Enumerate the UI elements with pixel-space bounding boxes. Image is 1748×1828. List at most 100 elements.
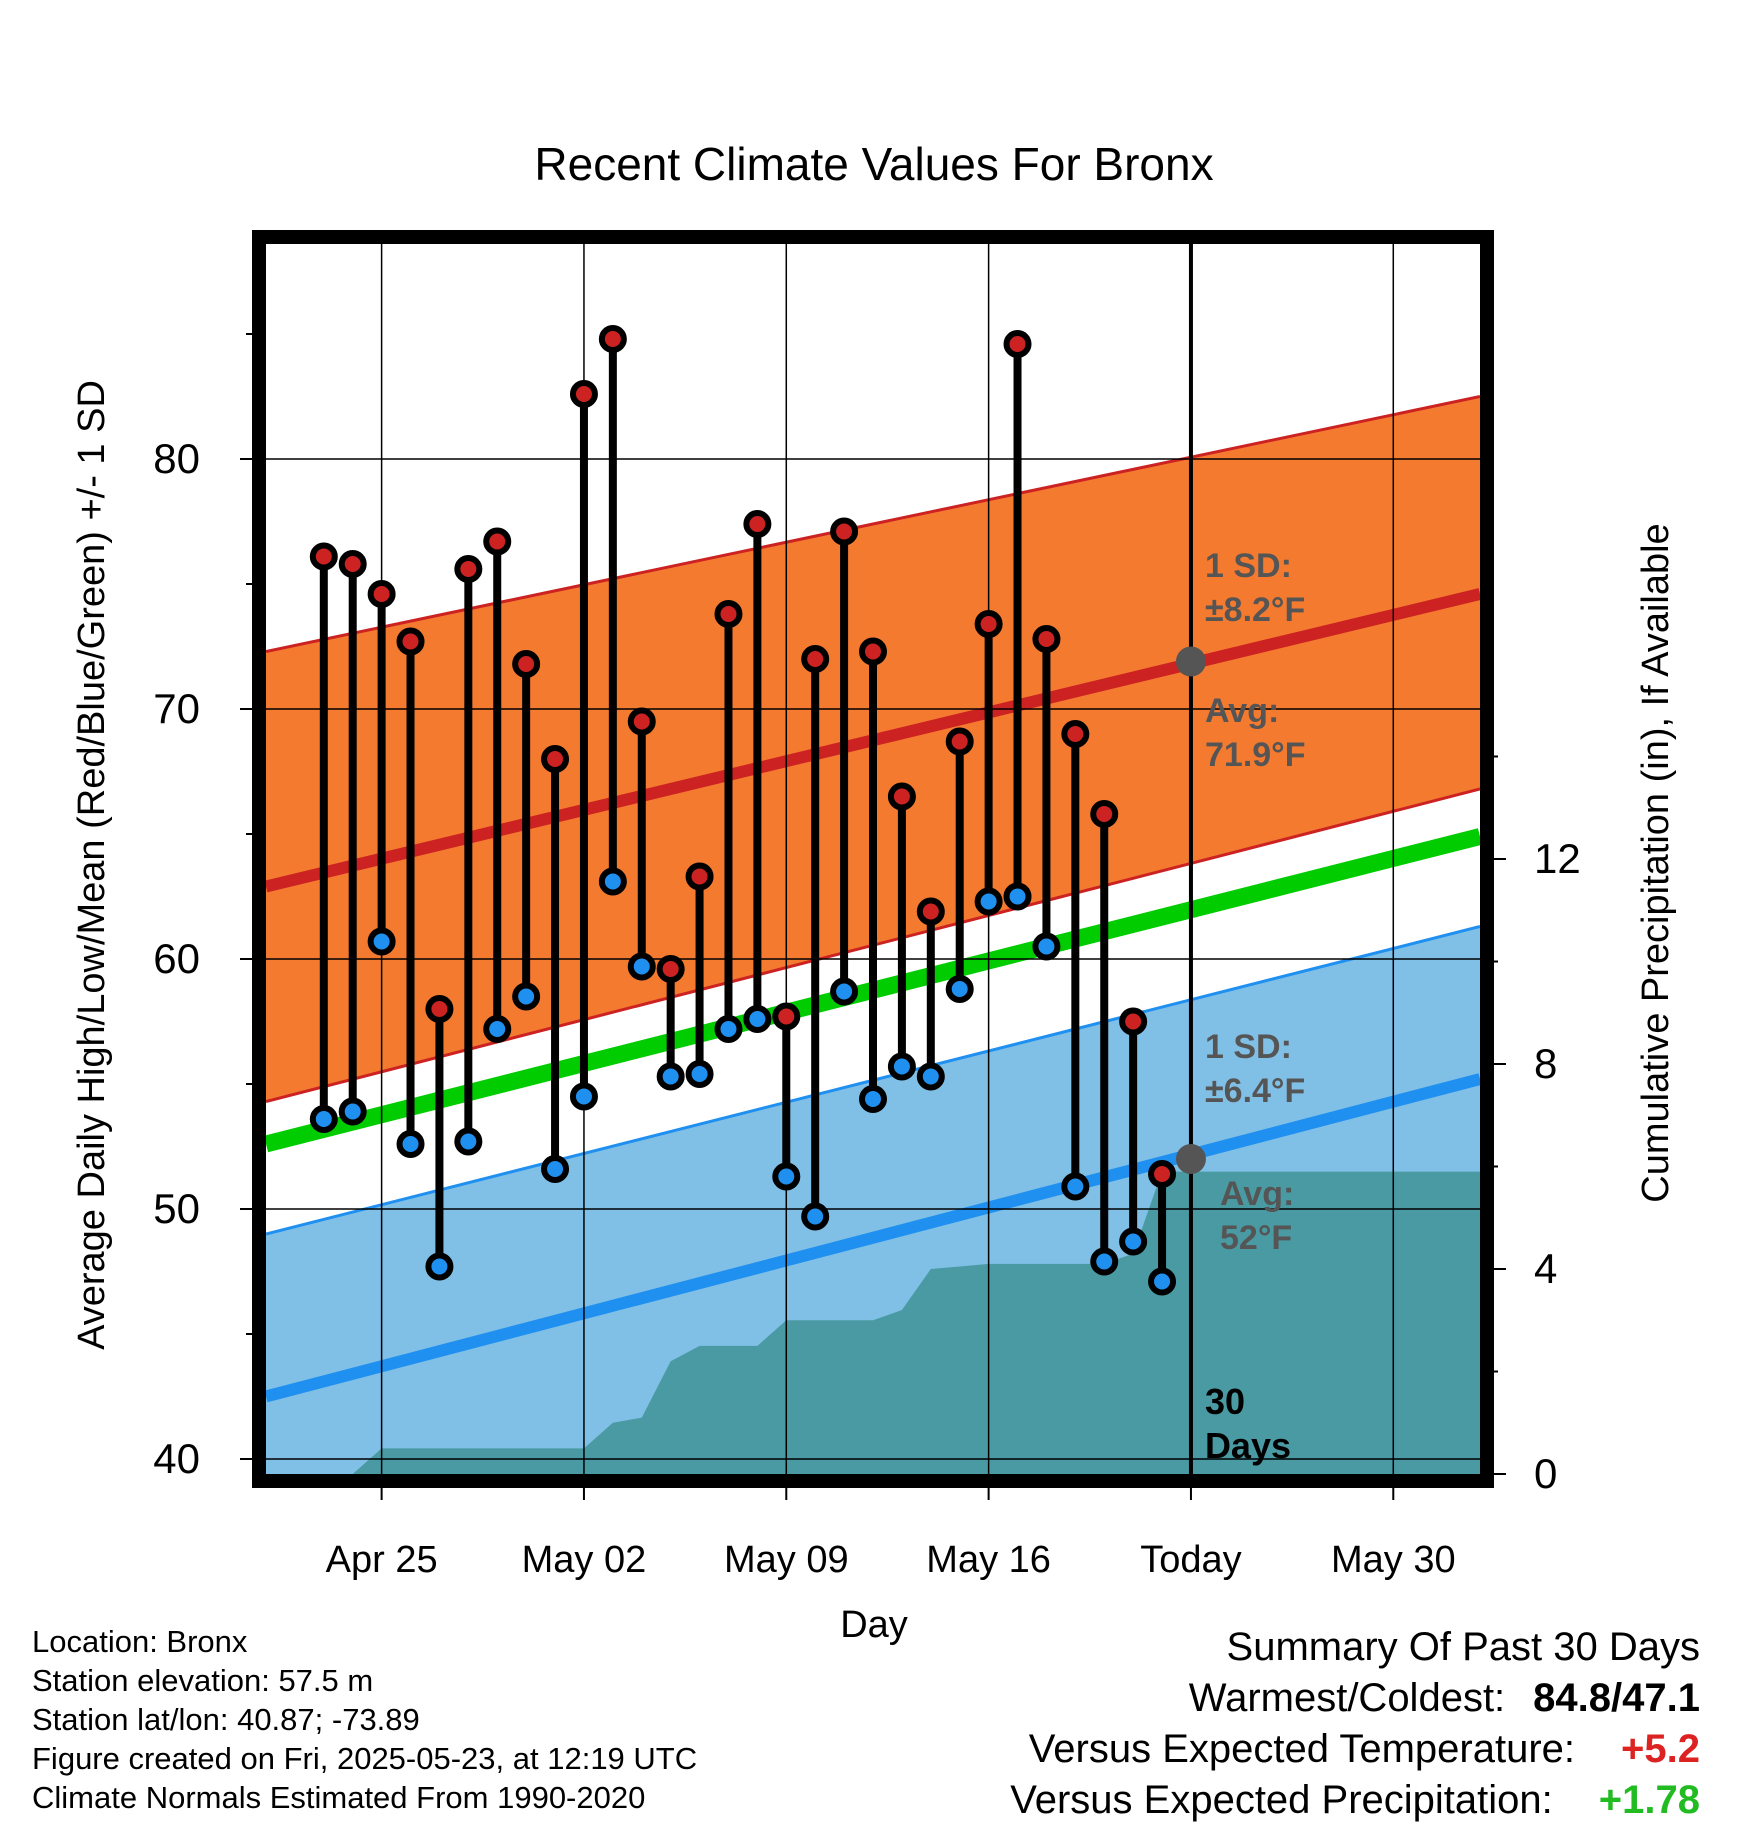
high-temp-point: [1119, 1007, 1148, 1036]
low-temp-point: [454, 1127, 483, 1156]
high-temp-point: [714, 600, 743, 628]
info-latlon: Station lat/lon: 40.87; -73.89: [32, 1702, 420, 1737]
y2-tick-label: 4: [1534, 1245, 1557, 1292]
low-avg-value: 52°F: [1220, 1219, 1292, 1257]
low-temp-point: [367, 927, 396, 956]
high-temp-point: [425, 995, 454, 1023]
low-temp-point: [887, 1052, 916, 1081]
high-temp-point: [367, 580, 396, 608]
x-tick-label: Today: [1140, 1539, 1241, 1581]
high-sd-label: 1 SD:: [1205, 547, 1292, 585]
info-elevation: Station elevation: 57.5 m: [32, 1663, 374, 1698]
high-temp-point: [512, 650, 541, 678]
x-tick-label: May 16: [926, 1539, 1051, 1581]
summary-panel: Summary Of Past 30 Days Warmest/Coldest:…: [1010, 1622, 1700, 1826]
high-temp-point: [569, 380, 598, 408]
low-temp-point: [1090, 1247, 1119, 1276]
low-temp-point: [1032, 932, 1061, 961]
plot-area: [266, 244, 1480, 1474]
low-temp-point: [656, 1062, 685, 1091]
chart-title: Recent Climate Values For Bronx: [534, 138, 1213, 190]
today-high-avg-marker: [1175, 646, 1206, 677]
high-sd-value: ±8.2°F: [1205, 591, 1305, 629]
high-temp-point: [656, 955, 685, 983]
high-temp-point: [772, 1002, 801, 1031]
low-temp-point: [598, 867, 627, 896]
y2-axis-label: Cumulative Precipitation (in), If Availa…: [1635, 523, 1677, 1202]
high-temp-point: [309, 542, 338, 571]
high-temp-point: [974, 610, 1003, 638]
high-temp-point: [916, 897, 945, 926]
x-tick-label: May 30: [1331, 1539, 1456, 1581]
warm-cold-value: 84.8/47.1: [1533, 1676, 1700, 1720]
y-axis-label: Average Daily High/Low/Mean (Red/Blue/Gr…: [71, 380, 113, 1350]
x-axis-label: Day: [840, 1604, 908, 1646]
low-temp-point: [685, 1060, 714, 1088]
high-temp-point: [598, 325, 627, 353]
high-temp-point: [743, 510, 772, 538]
y-tick-label: 60: [153, 935, 200, 982]
high-temp-point: [454, 555, 483, 583]
low-temp-point: [627, 952, 656, 981]
y-tick-label: 80: [153, 435, 200, 482]
low-temp-point: [425, 1252, 454, 1281]
low-temp-point: [1003, 882, 1032, 911]
low-temp-point: [714, 1015, 743, 1043]
precip-area: [266, 1171, 1480, 1474]
low-temp-point: [483, 1015, 512, 1043]
high-temp-point: [1032, 625, 1061, 653]
low-temp-point: [541, 1155, 570, 1183]
low-sd-value: ±6.4°F: [1205, 1072, 1305, 1110]
low-temp-point: [945, 975, 974, 1003]
low-temp-point: [830, 977, 859, 1006]
x-tick-label: May 09: [724, 1539, 849, 1581]
low-temp-point: [569, 1082, 598, 1111]
low-avg-line: [266, 1073, 1480, 1403]
high-temp-point: [1090, 800, 1119, 828]
high-temp-point: [887, 782, 916, 811]
high-temp-point: [1148, 1160, 1177, 1188]
precip-anomaly-value: +1.78: [1598, 1778, 1700, 1822]
y-tick-label: 50: [153, 1185, 200, 1232]
low-temp-point: [772, 1162, 801, 1191]
high-avg-value: 71.9°F: [1205, 736, 1306, 774]
today-low-avg-marker: [1175, 1144, 1206, 1174]
high-temp-point: [483, 527, 512, 556]
temp-anomaly-value: +5.2: [1621, 1727, 1700, 1771]
low-temp-point: [396, 1130, 425, 1158]
precip-anomaly-label: Versus Expected Precipitation:: [1010, 1778, 1553, 1822]
low-temp-point: [916, 1062, 945, 1091]
y2-tick-label: 0: [1534, 1450, 1557, 1497]
summary-heading: Summary Of Past 30 Days: [1226, 1625, 1700, 1669]
low-temp-point: [512, 982, 541, 1011]
days-label-count: 30: [1205, 1381, 1245, 1422]
low-temp-point: [743, 1005, 772, 1033]
days-label-unit: Days: [1205, 1425, 1291, 1466]
high-temp-point: [396, 627, 425, 656]
high-temp-point: [338, 550, 367, 578]
low-temp-point: [1119, 1227, 1148, 1256]
high-temp-point: [830, 517, 859, 546]
x-tick-label: Apr 25: [326, 1539, 438, 1581]
high-temp-point: [627, 707, 656, 736]
station-info: Location: Bronx Station elevation: 57.5 …: [32, 1622, 697, 1817]
low-avg-label: Avg:: [1220, 1175, 1294, 1213]
high-temp-point: [1061, 720, 1090, 748]
high-temp-point: [859, 637, 887, 666]
low-sd-label: 1 SD:: [1205, 1028, 1292, 1066]
temp-anomaly-label: Versus Expected Temperature:: [1028, 1727, 1576, 1771]
info-created: Figure created on Fri, 2025-05-23, at 12…: [32, 1741, 698, 1776]
high-temp-point: [685, 862, 714, 891]
y-tick-label: 70: [153, 685, 200, 732]
low-temp-point: [1148, 1267, 1177, 1296]
high-avg-label: Avg:: [1205, 692, 1279, 730]
low-temp-point: [801, 1202, 830, 1231]
low-temp-point: [974, 887, 1003, 916]
warm-cold-label: Warmest/Coldest:: [1188, 1676, 1506, 1720]
x-tick-label: May 02: [522, 1539, 647, 1581]
high-temp-point: [541, 745, 570, 773]
info-normals: Climate Normals Estimated From 1990-2020: [32, 1780, 646, 1815]
high-temp-point: [801, 645, 830, 673]
low-temp-point: [338, 1097, 367, 1126]
